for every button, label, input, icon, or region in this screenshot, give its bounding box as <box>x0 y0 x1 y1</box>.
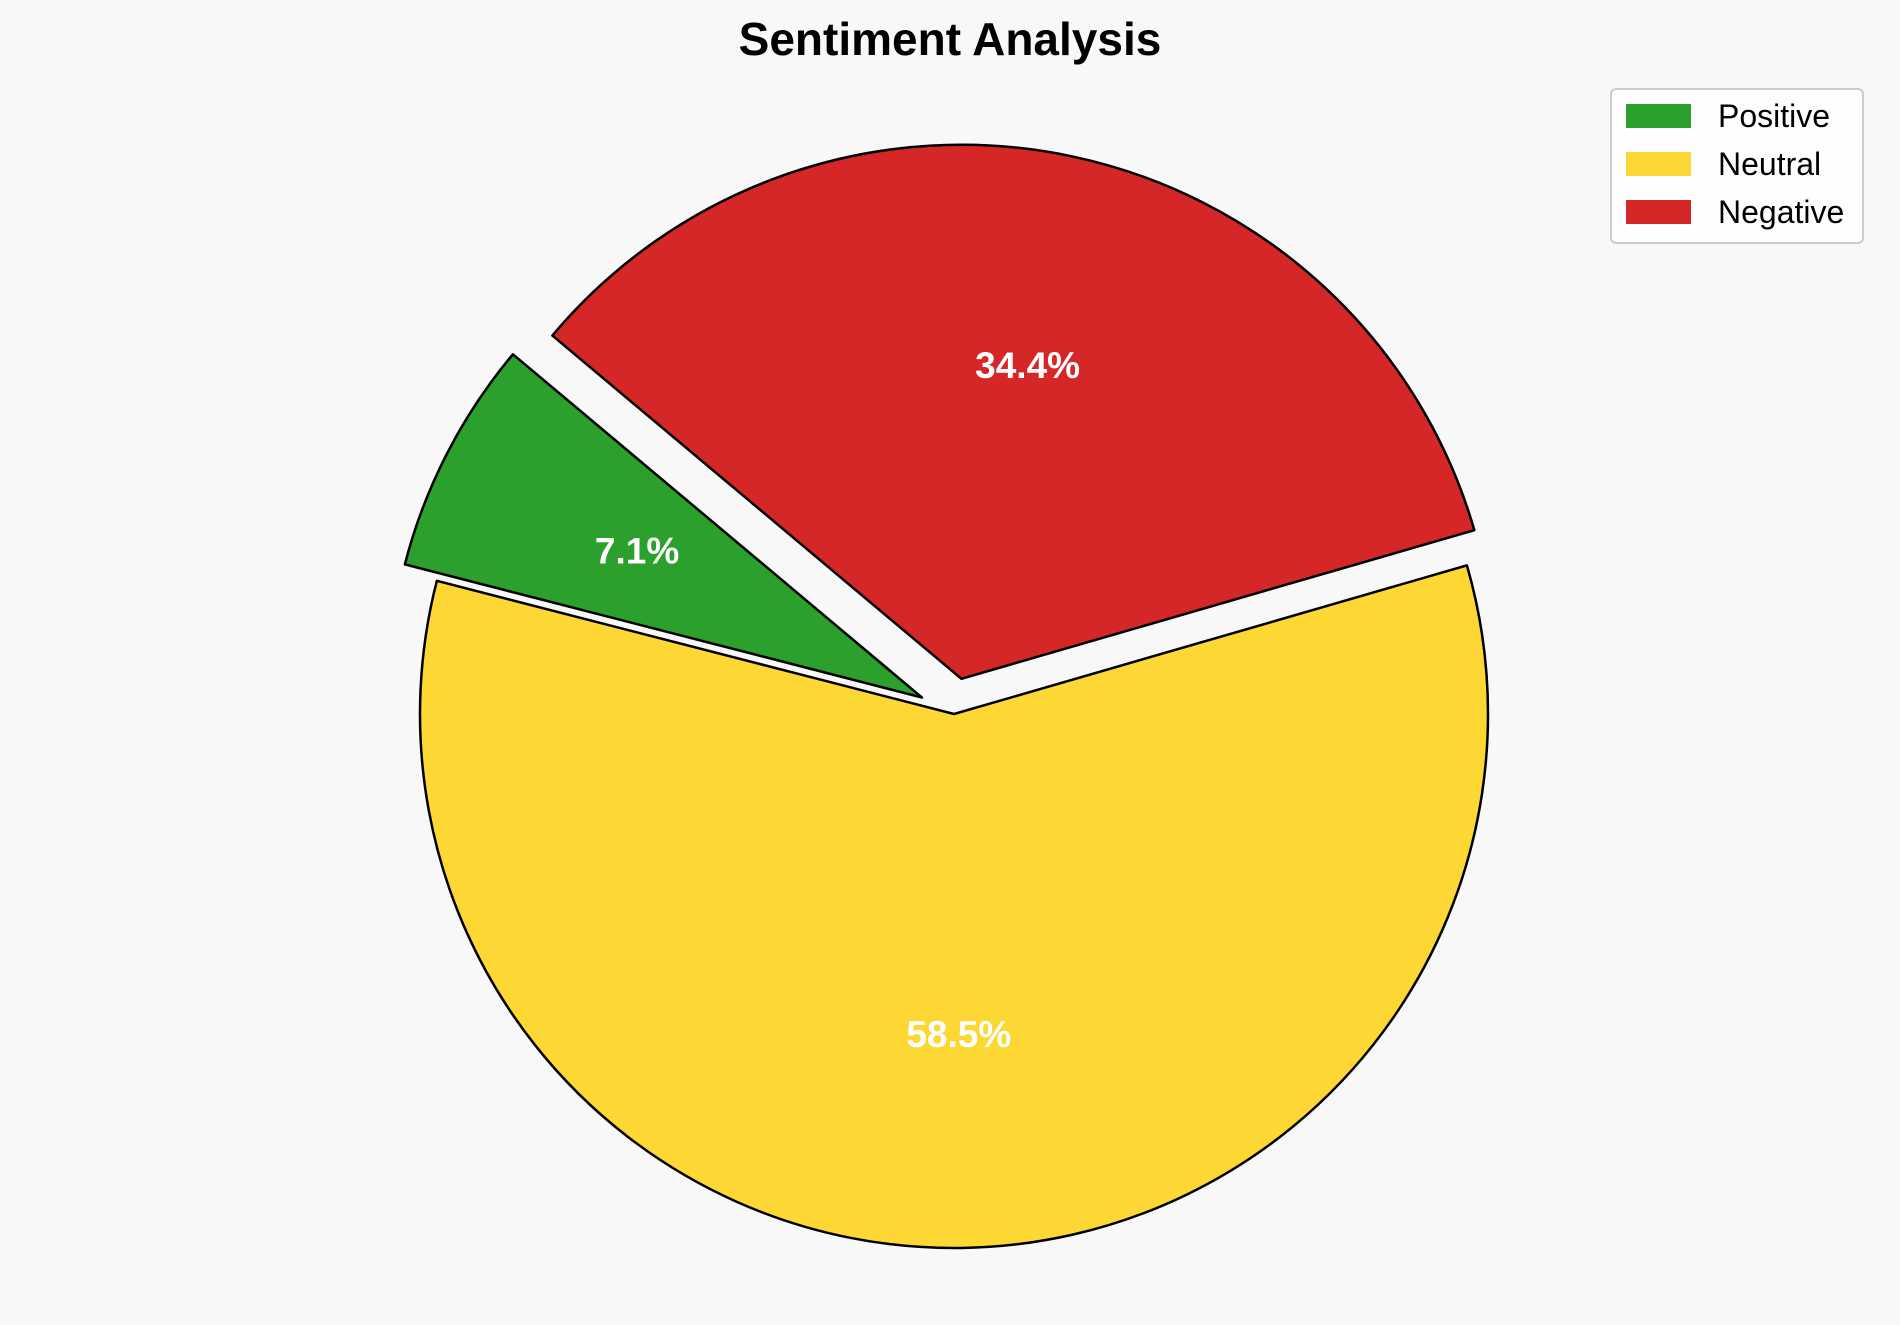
pie-percentage-labels: 7.1% 58.5% 34.4% <box>595 345 1080 1055</box>
pie-slices <box>403 143 1490 1250</box>
pie-slice-positive <box>403 353 924 699</box>
chart-legend: Positive Neutral Negative <box>1610 88 1864 244</box>
pie-slice-negative <box>551 143 1476 681</box>
chart-title: Sentiment Analysis <box>739 13 1162 65</box>
pct-label-neutral: 58.5% <box>906 1014 1011 1055</box>
legend-swatch-neutral <box>1626 152 1691 176</box>
legend-items: Positive Neutral Negative <box>1626 98 1844 230</box>
pct-label-negative: 34.4% <box>975 345 1080 386</box>
legend-label-neutral: Neutral <box>1718 146 1821 182</box>
legend-swatch-positive <box>1626 104 1691 128</box>
legend-label-negative: Negative <box>1718 194 1844 230</box>
pct-label-positive: 7.1% <box>595 530 679 571</box>
pie-slice-neutral <box>418 564 1490 1250</box>
legend-swatch-negative <box>1626 200 1691 224</box>
legend-label-positive: Positive <box>1718 98 1830 134</box>
